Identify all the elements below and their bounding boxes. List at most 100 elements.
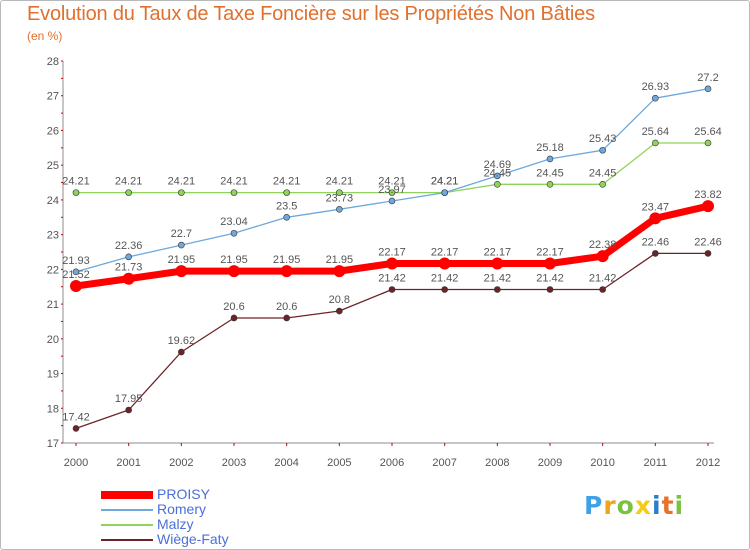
data-label-wiege-faty: 21.42 xyxy=(378,273,406,285)
data-point-malzy xyxy=(652,139,659,147)
data-point-romery xyxy=(388,197,396,205)
data-label-romery: 24.21 xyxy=(431,176,459,188)
data-point-wiege-faty xyxy=(125,406,132,414)
data-point-malzy xyxy=(336,189,343,196)
data-point-malzy xyxy=(230,189,238,196)
data-point-wiege-faty xyxy=(652,250,659,257)
y-tick-label: 17 xyxy=(47,438,59,450)
data-point-wiege-faty xyxy=(388,286,396,293)
data-point-proisy xyxy=(70,280,82,293)
y-tick-label: 25 xyxy=(47,160,59,172)
data-point-wiege-faty xyxy=(494,286,501,293)
y-tick-label: 19 xyxy=(47,369,59,381)
data-point-proisy xyxy=(491,257,504,270)
y-tick-label: 28 xyxy=(47,56,59,68)
x-tick-label: 2002 xyxy=(169,457,193,469)
legend-label-wiege-faty: Wiège-Faty xyxy=(157,531,229,547)
data-point-proisy xyxy=(122,272,135,285)
data-label-wiege-faty: 20.8 xyxy=(329,294,350,306)
data-label-proisy: 21.95 xyxy=(326,254,354,266)
y-tick-label: 20 xyxy=(47,334,59,346)
x-tick-label: 2004 xyxy=(274,457,298,469)
legend-swatch-proisy xyxy=(101,491,153,499)
data-point-malzy xyxy=(388,189,396,196)
chart-title: Evolution du Taux de Taxe Foncière sur l… xyxy=(27,3,595,25)
data-point-romery xyxy=(72,268,80,276)
data-label-proisy: 21.95 xyxy=(168,254,196,266)
data-label-malzy: 24.21 xyxy=(115,176,143,188)
y-tick-label: 24 xyxy=(47,195,59,207)
data-label-malzy: 25.64 xyxy=(694,126,722,138)
data-point-romery xyxy=(652,94,659,102)
data-point-romery xyxy=(336,205,343,213)
data-point-romery xyxy=(494,172,501,180)
data-point-wiege-faty xyxy=(230,314,238,322)
data-label-proisy: 22.17 xyxy=(431,246,459,258)
data-label-wiege-faty: 17.95 xyxy=(115,393,143,405)
data-label-malzy: 25.64 xyxy=(642,126,670,138)
data-point-proisy xyxy=(596,250,609,263)
legend-label-proisy: PROISY xyxy=(157,486,210,502)
data-label-proisy: 21.52 xyxy=(62,269,90,281)
legend-swatch-romery xyxy=(101,509,153,511)
x-tick-label: 2012 xyxy=(696,457,720,469)
data-point-malzy xyxy=(283,189,290,196)
data-point-romery xyxy=(441,189,448,196)
data-label-proisy: 21.73 xyxy=(115,262,143,274)
x-tick-label: 2003 xyxy=(222,457,246,469)
data-point-proisy xyxy=(702,200,714,213)
data-label-wiege-faty: 21.42 xyxy=(484,273,512,285)
data-label-proisy: 21.95 xyxy=(220,254,248,266)
data-label-romery: 23.97 xyxy=(378,184,406,196)
x-tick-label: 2010 xyxy=(590,457,614,469)
data-label-proisy: 21.95 xyxy=(273,254,301,266)
data-label-wiege-faty: 17.42 xyxy=(62,411,90,423)
data-label-malzy: 24.21 xyxy=(220,176,248,188)
y-tick-label: 27 xyxy=(47,91,59,103)
data-point-proisy xyxy=(228,265,240,278)
x-tick-label: 2008 xyxy=(485,457,509,469)
data-point-romery xyxy=(704,85,712,93)
data-point-romery xyxy=(546,155,554,163)
logo-letter: i xyxy=(674,491,685,520)
x-tick-label: 2000 xyxy=(64,457,88,469)
data-point-wiege-faty xyxy=(546,286,554,293)
logo-letter: o xyxy=(616,491,635,520)
y-tick-label: 18 xyxy=(47,403,59,415)
data-point-romery xyxy=(125,253,132,261)
data-point-romery xyxy=(230,229,238,237)
y-tick-label: 26 xyxy=(47,125,59,137)
data-point-romery xyxy=(178,241,185,249)
logo-letter: t xyxy=(661,491,675,520)
data-point-proisy xyxy=(438,257,451,270)
data-label-wiege-faty: 20.6 xyxy=(276,301,297,313)
data-point-proisy xyxy=(386,257,398,270)
data-label-proisy: 23.47 xyxy=(642,201,670,213)
logo-letter: r xyxy=(603,491,617,520)
data-point-wiege-faty xyxy=(336,307,343,315)
data-label-wiege-faty: 22.46 xyxy=(694,236,722,248)
data-label-romery: 22.7 xyxy=(171,228,192,240)
data-point-malzy xyxy=(125,189,132,196)
data-label-malzy: 24.21 xyxy=(273,176,301,188)
logo-letter: i xyxy=(652,491,662,520)
data-point-wiege-faty xyxy=(704,250,712,257)
data-label-romery: 23.04 xyxy=(220,216,248,228)
data-point-proisy xyxy=(544,257,556,270)
y-tick-label: 21 xyxy=(47,299,59,311)
data-label-wiege-faty: 21.42 xyxy=(536,273,564,285)
logo-letter: P xyxy=(584,491,604,520)
chart-subtitle: (en %) xyxy=(27,29,63,43)
data-label-malzy: 24.21 xyxy=(62,176,90,188)
legend-label-romery: Romery xyxy=(157,501,207,517)
data-point-wiege-faty xyxy=(441,286,448,293)
data-point-proisy xyxy=(175,265,188,278)
x-tick-label: 2007 xyxy=(432,457,456,469)
data-label-proisy: 22.38 xyxy=(589,239,617,251)
legend-swatch-wiege-faty xyxy=(101,539,153,541)
data-label-romery: 25.43 xyxy=(589,133,617,145)
data-label-proisy: 23.82 xyxy=(694,189,722,201)
data-label-proisy: 22.17 xyxy=(484,246,512,258)
legend-label-malzy: Malzy xyxy=(157,516,194,532)
